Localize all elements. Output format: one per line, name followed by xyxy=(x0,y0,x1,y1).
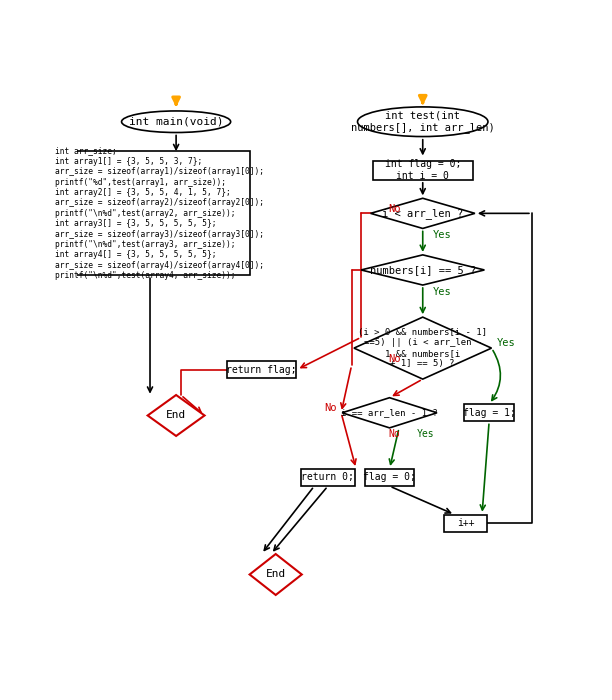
Text: Yes: Yes xyxy=(416,429,434,440)
Text: No: No xyxy=(388,204,400,214)
Text: return flag;: return flag; xyxy=(226,365,297,374)
Text: End: End xyxy=(266,570,286,580)
Polygon shape xyxy=(354,317,491,379)
Text: numbers[i] == 5 ?: numbers[i] == 5 ? xyxy=(370,265,476,275)
Ellipse shape xyxy=(357,107,488,136)
Text: End: End xyxy=(166,410,186,421)
FancyBboxPatch shape xyxy=(465,404,514,421)
FancyBboxPatch shape xyxy=(227,361,296,378)
Polygon shape xyxy=(250,554,302,595)
Text: Yes: Yes xyxy=(496,337,515,348)
Text: flag = 1;: flag = 1; xyxy=(463,408,515,418)
FancyBboxPatch shape xyxy=(50,151,250,275)
Text: No: No xyxy=(388,354,400,364)
Text: No: No xyxy=(389,429,400,440)
Text: int flag = 0;
int i = 0: int flag = 0; int i = 0 xyxy=(384,160,461,181)
Text: int test(int
numbers[], int arr_len): int test(int numbers[], int arr_len) xyxy=(351,111,494,133)
Text: Yes: Yes xyxy=(432,286,451,297)
Ellipse shape xyxy=(122,111,231,132)
Text: return 0;: return 0; xyxy=(302,473,354,482)
Polygon shape xyxy=(371,198,475,228)
FancyBboxPatch shape xyxy=(300,469,355,486)
Text: i++: i++ xyxy=(457,518,474,528)
Polygon shape xyxy=(342,398,437,428)
Text: (i > 0 && numbers[i - 1]
==5) || (i < arr_len -
1 && numbers[i
+ 1] == 5) ?: (i > 0 && numbers[i - 1] ==5) || (i < ar… xyxy=(358,328,487,368)
Text: i == arr_len - 1 ?: i == arr_len - 1 ? xyxy=(341,408,438,417)
Text: int main(void): int main(void) xyxy=(129,117,223,127)
Text: No: No xyxy=(324,403,337,414)
Polygon shape xyxy=(361,255,485,285)
Text: i < arr_len ?: i < arr_len ? xyxy=(382,208,463,219)
Text: Yes: Yes xyxy=(432,230,451,240)
FancyBboxPatch shape xyxy=(373,160,472,180)
FancyBboxPatch shape xyxy=(365,469,414,486)
Polygon shape xyxy=(147,395,204,436)
Text: flag = 0;: flag = 0; xyxy=(363,473,416,482)
Text: int arr_size;
int array1[] = {3, 5, 5, 3, 7};
arr_size = sizeof(array1)/sizeof(a: int arr_size; int array1[] = {3, 5, 5, 3… xyxy=(55,146,264,280)
FancyBboxPatch shape xyxy=(444,514,487,532)
